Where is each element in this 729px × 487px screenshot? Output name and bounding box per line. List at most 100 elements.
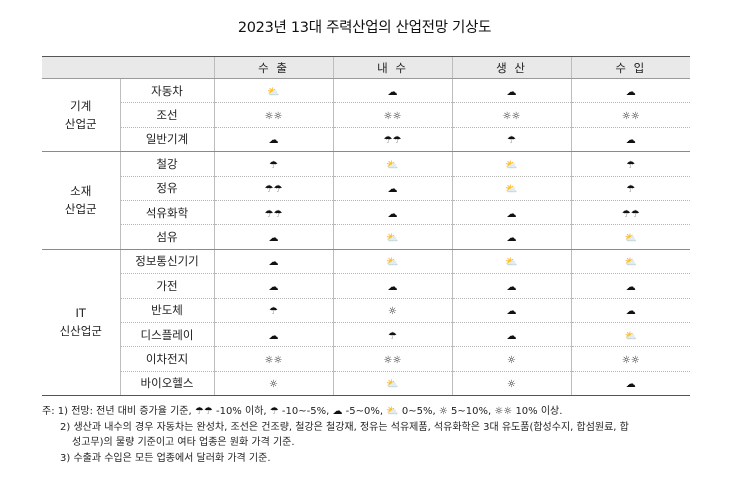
industry-name: 정유 <box>119 176 214 201</box>
table-header-row: 수 출 내 수 생 산 수 입 <box>42 56 690 79</box>
industry-name: 정보통신기기 <box>119 249 214 275</box>
forecast-cell: ☁ <box>570 298 690 323</box>
footnote-3: 3) 수출과 수입은 모든 업종에서 달러화 가격 기준. <box>60 452 271 464</box>
table-row: 바이오헬스 ☼ ⛅ ☼ ☁ <box>42 371 690 397</box>
group-label: IT 신산업군 <box>42 249 120 397</box>
forecast-cell: ⛅ <box>451 176 571 201</box>
forecast-cell: ☼☼ <box>570 102 690 128</box>
industry-name: 이차전지 <box>119 346 214 372</box>
group-label: 소재 산업군 <box>42 151 120 250</box>
partly-cloudy-icon: ⛅ <box>386 257 399 269</box>
double-sun-icon: ☼☼ <box>502 111 521 123</box>
double-umbrella-icon: ☂☂ <box>264 208 283 220</box>
footnote-2-continued: 성고무)의 물량 기준이고 여타 업종은 원화 가격 기준. <box>72 437 295 448</box>
cloud-icon: ☁ <box>268 257 279 269</box>
forecast-cell: ☁ <box>451 298 571 323</box>
cloud-icon: ☁ <box>387 86 398 98</box>
forecast-cell: ☁ <box>451 273 571 299</box>
forecast-cell: ⛅ <box>570 224 690 250</box>
forecast-cell: ⛅ <box>332 224 452 250</box>
table-row: 이차전지 ☼☼ ☼☼ ☼ ☼☼ <box>42 346 690 372</box>
forecast-cell: ☼ <box>451 371 571 397</box>
double-sun-icon: ☼☼ <box>494 406 513 417</box>
forecast-table: 수 출 내 수 생 산 수 입 기계 산업군 자동차 ⛅ ☁ ☁ ☁ 조선 ☼☼ ☼☼ ☼☼ ☼☼ 일… <box>42 56 690 397</box>
forecast-cell: ☁ <box>332 273 452 299</box>
cloud-icon: ☁ <box>506 86 517 98</box>
umbrella-icon: ☂ <box>507 135 516 147</box>
umbrella-icon: ☂ <box>388 330 397 342</box>
double-sun-icon: ☼☼ <box>383 111 402 123</box>
double-sun-icon: ☼☼ <box>621 111 640 123</box>
forecast-cell: ⛅ <box>332 371 452 397</box>
forecast-cell: ☁ <box>570 78 690 104</box>
forecast-cell: ☂ <box>570 151 690 177</box>
forecast-cell: ☁ <box>451 224 571 250</box>
forecast-cell: ☂☂ <box>332 127 452 153</box>
group-label: 기계 산업군 <box>42 78 120 153</box>
forecast-cell: ☁ <box>570 127 690 153</box>
table-row: IT 신산업군 정보통신기기 ☁ ⛅ ⛅ ⛅ <box>42 249 690 397</box>
table-row: 조선 ☼☼ ☼☼ ☼☼ ☼☼ <box>42 102 690 128</box>
forecast-cell: ☁ <box>332 176 452 201</box>
industry-name: 섬유 <box>119 224 214 250</box>
cloud-icon: ☁ <box>506 233 517 245</box>
partly-cloudy-icon: ⛅ <box>386 406 399 417</box>
double-umbrella-icon: ☂☂ <box>194 406 213 417</box>
forecast-cell: ⛅ <box>570 322 690 348</box>
header-blank <box>42 56 214 79</box>
umbrella-icon: ☂ <box>269 159 278 171</box>
double-sun-icon: ☼☼ <box>383 354 402 366</box>
footnotes: 주: 1) 전망: 전년 대비 증가율 기준, ☂☂ -10% 이하, ☂ -1… <box>42 404 702 466</box>
forecast-cell: ☼☼ <box>213 346 333 372</box>
table-row: 기계 산업군 자동차 ⛅ ☁ ☁ ☁ <box>42 78 690 153</box>
sun-icon: ☼ <box>507 379 516 391</box>
industry-name: 철강 <box>119 151 214 177</box>
forecast-cell: ⛅ <box>451 151 571 177</box>
sun-icon: ☼ <box>438 406 448 417</box>
cloud-icon: ☁ <box>625 86 636 98</box>
cloud-icon: ☁ <box>506 208 517 220</box>
industry-name: 반도체 <box>119 298 214 323</box>
table-row: 디스플레이 ☁ ☂ ☁ ⛅ <box>42 322 690 348</box>
industry-name: 석유화학 <box>119 200 214 226</box>
cloud-icon: ☁ <box>268 330 279 342</box>
industry-name: 바이오헬스 <box>119 371 214 397</box>
partly-cloudy-icon: ⛅ <box>505 257 518 269</box>
forecast-cell: ☂☂ <box>570 200 690 226</box>
forecast-cell: ⛅ <box>213 78 333 104</box>
forecast-cell: ☁ <box>213 273 333 299</box>
cloud-icon: ☁ <box>332 406 343 417</box>
cloud-icon: ☁ <box>625 281 636 293</box>
forecast-cell: ☁ <box>332 200 452 226</box>
umbrella-icon: ☂ <box>269 406 279 417</box>
partly-cloudy-icon: ⛅ <box>505 184 518 196</box>
forecast-cell: ☂☂ <box>213 176 333 201</box>
cloud-icon: ☁ <box>506 330 517 342</box>
forecast-cell: ☁ <box>213 322 333 348</box>
table-row: 일반기계 ☁ ☂☂ ☂ ☁ <box>42 127 690 153</box>
sun-icon: ☼ <box>507 354 516 366</box>
double-umbrella-icon: ☂☂ <box>621 208 640 220</box>
forecast-cell: ☼ <box>213 371 333 397</box>
double-umbrella-icon: ☂☂ <box>383 135 402 147</box>
forecast-cell: ☂ <box>451 127 571 153</box>
page-title: 2023년 13대 주력산업의 산업전망 기상도 <box>237 20 492 36</box>
table-row: 섬유 ☁ ⛅ ☁ ⛅ <box>42 224 690 250</box>
cloud-icon: ☁ <box>268 135 279 147</box>
forecast-cell: ⛅ <box>332 249 452 275</box>
cloud-icon: ☁ <box>625 379 636 391</box>
header-import: 수 입 <box>570 56 690 79</box>
cloud-icon: ☁ <box>625 135 636 147</box>
forecast-cell: ☁ <box>451 78 571 104</box>
footnote-1: 주: 1) 전망: 전년 대비 증가율 기준, ☂☂ -10% 이하, ☂ -1… <box>42 406 563 417</box>
table-row: 석유화학 ☂☂ ☁ ☁ ☂☂ <box>42 200 690 226</box>
forecast-cell: ☂ <box>570 176 690 201</box>
forecast-cell: ☼☼ <box>213 102 333 128</box>
forecast-cell: ☂ <box>213 298 333 323</box>
forecast-cell: ☁ <box>570 273 690 299</box>
table-row: 가전 ☁ ☁ ☁ ☁ <box>42 273 690 299</box>
industry-name: 가전 <box>119 273 214 299</box>
sun-icon: ☼ <box>269 379 278 391</box>
forecast-cell: ☼☼ <box>332 346 452 372</box>
table-row: 반도체 ☂ ☼ ☁ ☁ <box>42 298 690 323</box>
